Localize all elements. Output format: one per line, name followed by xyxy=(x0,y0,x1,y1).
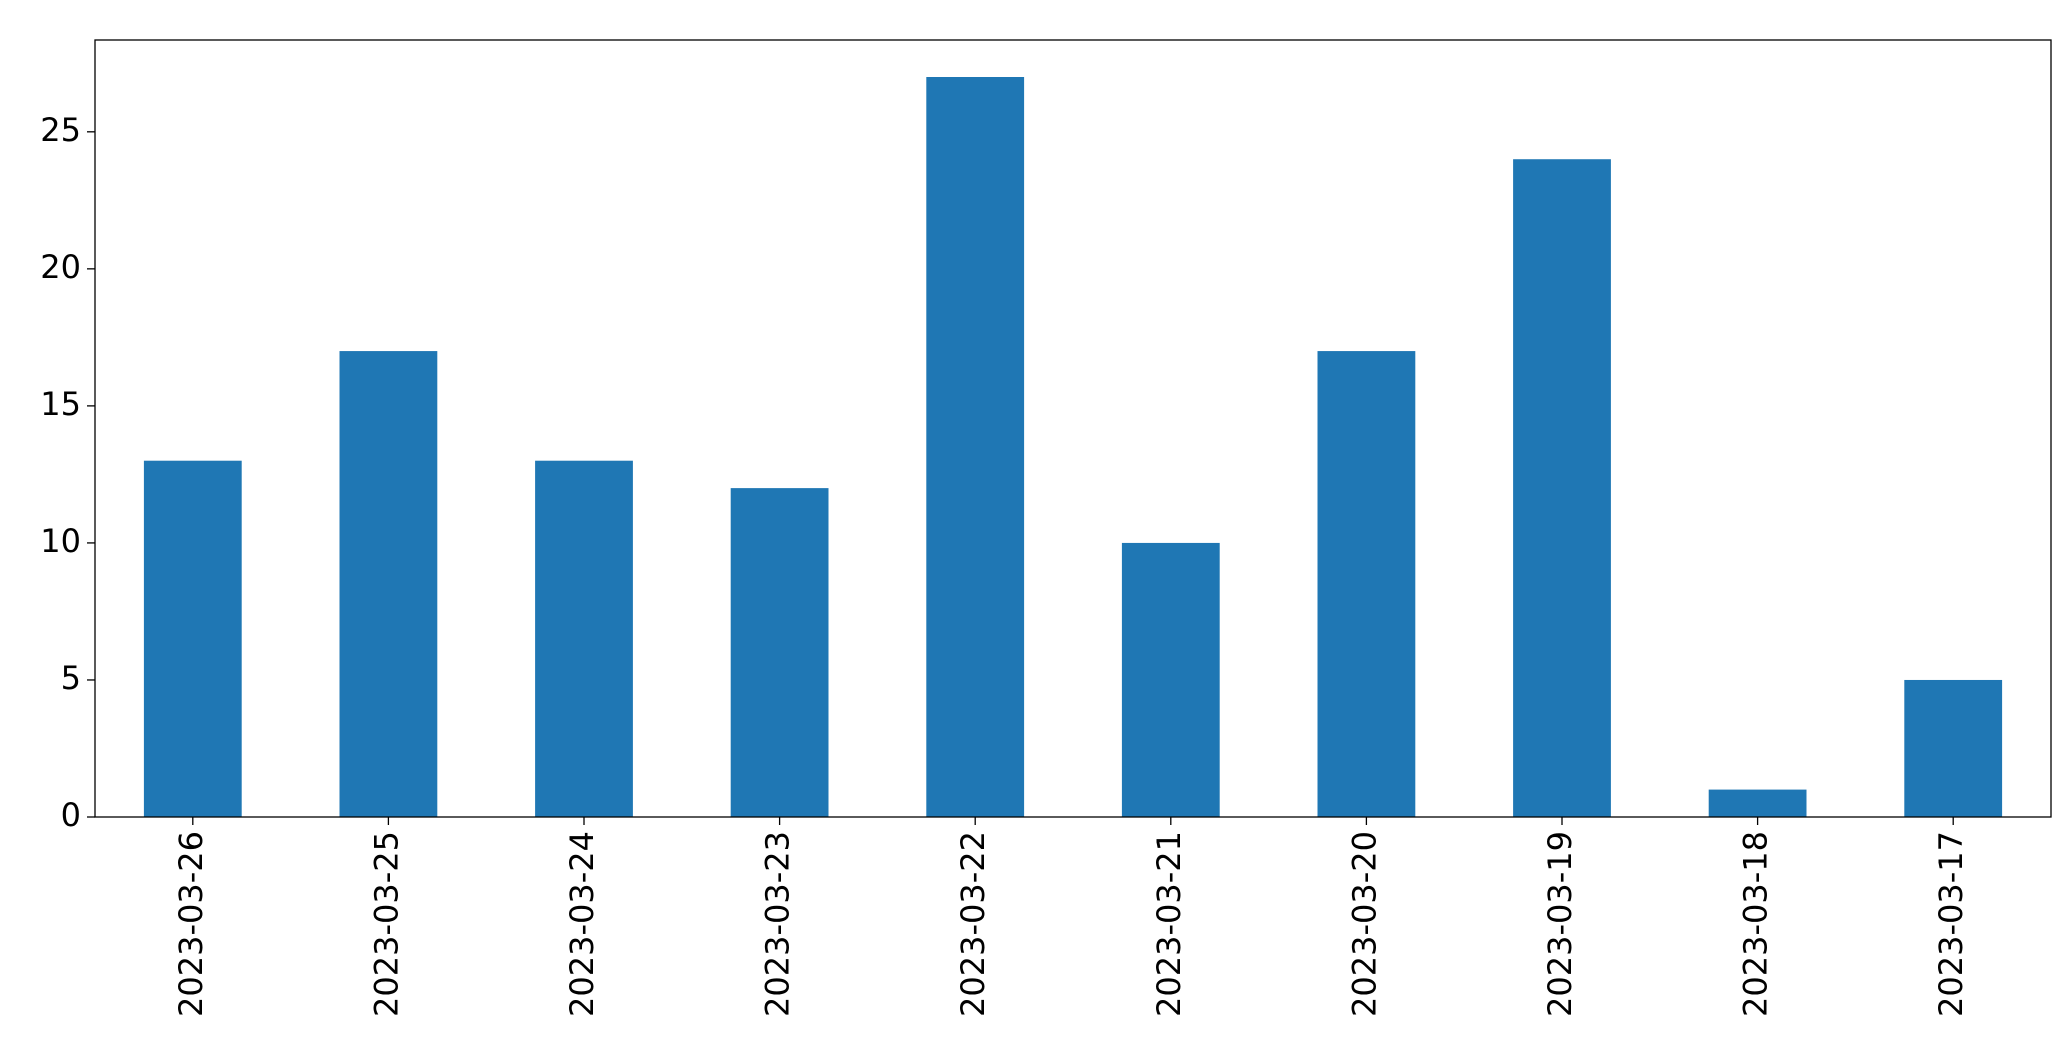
bar xyxy=(926,77,1025,817)
bar xyxy=(1121,542,1220,817)
y-tick-label: 20 xyxy=(40,248,81,286)
bar xyxy=(143,460,242,817)
y-tick-label: 0 xyxy=(61,796,81,834)
x-tick-label: 2023-03-20 xyxy=(1345,831,1383,1017)
y-tick-label: 15 xyxy=(40,385,81,423)
axes-frame xyxy=(94,39,2052,818)
y-tick-label: 25 xyxy=(40,111,81,149)
bar xyxy=(730,488,829,817)
bar xyxy=(1904,679,2003,817)
x-tick-label: 2023-03-25 xyxy=(367,831,405,1017)
bar xyxy=(1708,789,1807,817)
bar xyxy=(1317,351,1416,817)
bar xyxy=(535,460,633,817)
x-tick-label: 2023-03-18 xyxy=(1737,831,1775,1017)
y-tick-label: 5 xyxy=(61,659,81,697)
x-tick-label: 2023-03-26 xyxy=(172,831,210,1017)
bar xyxy=(339,351,438,817)
x-tick-label: 2023-03-23 xyxy=(759,831,797,1017)
y-tick-label: 10 xyxy=(40,522,81,560)
x-tick-label: 2023-03-17 xyxy=(1932,831,1970,1017)
x-tick-label: 2023-03-19 xyxy=(1541,831,1579,1017)
x-tick-label: 2023-03-22 xyxy=(954,831,992,1017)
x-tick-label: 2023-03-24 xyxy=(563,831,601,1017)
bar xyxy=(1513,159,1611,817)
x-tick-label: 2023-03-21 xyxy=(1150,831,1188,1017)
